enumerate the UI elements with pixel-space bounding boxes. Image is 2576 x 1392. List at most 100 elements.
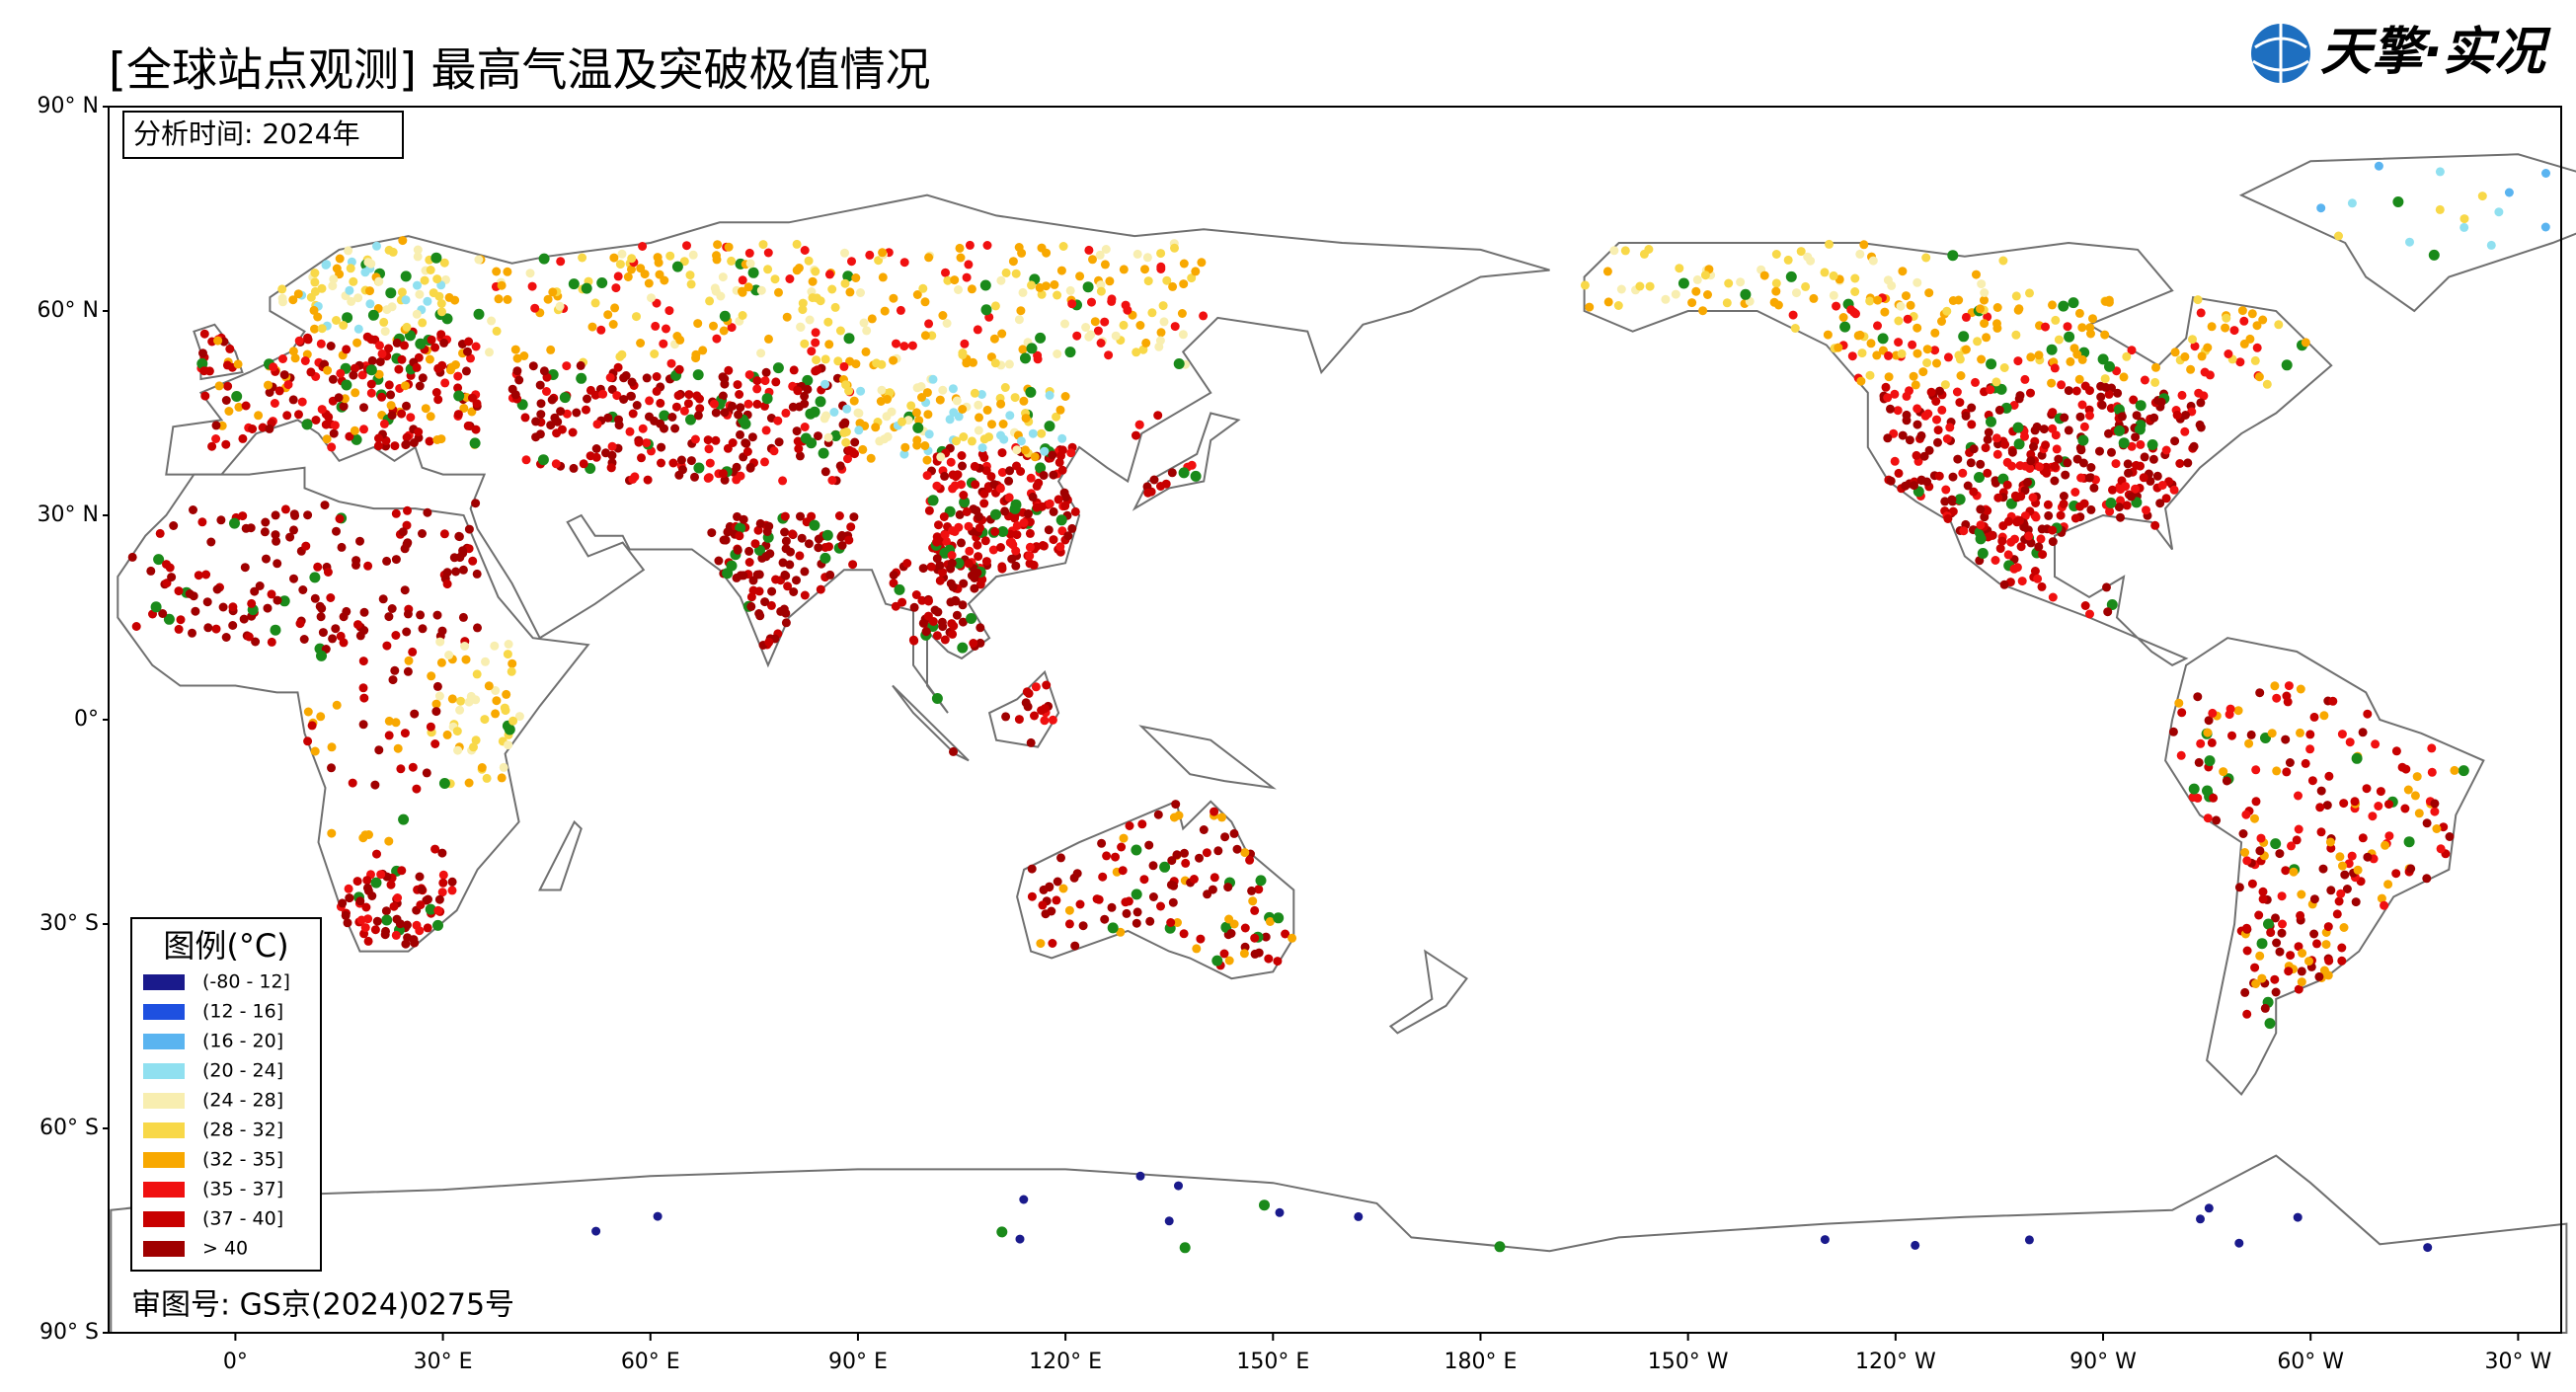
station-dot xyxy=(2405,237,2414,247)
station-dot xyxy=(1961,312,1971,322)
station-dot xyxy=(438,878,448,888)
station-dot xyxy=(2410,791,2420,801)
station-dot xyxy=(403,666,413,676)
station-dot xyxy=(418,373,428,383)
station-dot xyxy=(959,497,971,508)
station-dot xyxy=(2363,852,2373,862)
station-dot xyxy=(310,746,320,756)
station-dot xyxy=(666,358,676,368)
station-dot xyxy=(1000,383,1010,392)
station-dot xyxy=(2332,909,2342,919)
station-dot xyxy=(1906,300,1915,310)
station-dot xyxy=(2541,169,2550,178)
station-dot xyxy=(814,543,823,553)
station-dot xyxy=(2297,977,2306,987)
station-dot xyxy=(321,260,331,270)
legend-label: (28 - 32] xyxy=(202,1120,283,1141)
station-dot xyxy=(238,433,248,443)
station-dot xyxy=(959,491,969,500)
station-dot xyxy=(309,572,321,583)
station-dot xyxy=(1132,907,1142,917)
station-dot xyxy=(264,380,273,390)
station-dot xyxy=(380,327,390,337)
station-dot xyxy=(1918,367,1928,377)
station-dot xyxy=(756,285,766,295)
station-dot xyxy=(738,286,746,296)
station-dot xyxy=(2136,439,2146,449)
station-dot xyxy=(644,278,654,288)
station-dot xyxy=(732,475,742,485)
station-dot xyxy=(1039,471,1049,480)
station-dot xyxy=(2152,471,2162,481)
station-dot xyxy=(436,299,446,308)
station-dot xyxy=(1021,698,1031,708)
station-dot xyxy=(603,310,613,320)
station-dot xyxy=(1912,277,1922,287)
station-dot xyxy=(231,391,243,402)
station-dot xyxy=(1580,280,1590,290)
station-dot xyxy=(1138,345,1148,354)
station-dot xyxy=(2358,728,2368,737)
station-dot xyxy=(1168,281,1178,291)
station-dot xyxy=(615,260,625,270)
station-dot xyxy=(1191,267,1201,276)
station-dot xyxy=(339,321,349,330)
station-dot xyxy=(460,642,470,651)
station-dot xyxy=(610,303,620,313)
station-dot xyxy=(1050,279,1059,289)
station-dot xyxy=(2131,484,2140,494)
station-dot xyxy=(2100,374,2110,384)
station-dot xyxy=(2281,735,2291,744)
station-dot xyxy=(568,427,578,437)
station-dot xyxy=(856,386,866,396)
station-dot xyxy=(2337,956,2347,966)
logo: 天擎·实况 xyxy=(2251,23,2551,83)
station-dot xyxy=(2156,397,2166,407)
station-dot xyxy=(578,253,587,263)
station-dot xyxy=(926,562,936,572)
station-dot xyxy=(581,282,592,294)
station-dot xyxy=(613,271,623,281)
station-dot xyxy=(733,380,742,390)
station-dot xyxy=(2059,492,2069,501)
legend-label: (20 - 24] xyxy=(202,1060,283,1082)
station-dot xyxy=(507,658,517,668)
station-dot xyxy=(1131,844,1142,856)
station-dot xyxy=(1620,246,1630,256)
station-dot xyxy=(216,515,226,525)
station-dot xyxy=(384,716,394,726)
station-dot xyxy=(1838,313,1848,322)
station-dot xyxy=(867,314,877,324)
station-dot xyxy=(2054,454,2064,464)
station-dot xyxy=(412,362,422,372)
station-dot xyxy=(468,393,477,403)
station-dot xyxy=(2244,738,2254,748)
station-dot xyxy=(1868,256,1878,266)
station-dot xyxy=(359,693,369,703)
station-dot xyxy=(1975,533,1987,545)
station-dot xyxy=(1919,451,1929,461)
station-dot xyxy=(512,366,522,376)
station-dot xyxy=(1090,317,1100,327)
station-dot xyxy=(326,342,336,350)
station-dot xyxy=(1086,330,1096,340)
station-dot xyxy=(2126,492,2136,502)
station-dot xyxy=(316,339,326,348)
station-dot xyxy=(1095,250,1105,260)
station-dot xyxy=(1119,265,1129,274)
station-dot xyxy=(980,536,990,546)
station-dot xyxy=(2309,929,2319,939)
station-dot xyxy=(941,268,950,277)
legend-swatch xyxy=(143,1004,185,1020)
station-dot xyxy=(2247,309,2257,319)
station-dot xyxy=(2028,493,2038,503)
station-dot xyxy=(341,910,351,920)
station-dot xyxy=(849,396,859,406)
station-dot xyxy=(351,363,359,373)
station-dot xyxy=(957,538,966,548)
station-dot xyxy=(2048,592,2058,602)
station-dot xyxy=(962,507,972,516)
station-dot xyxy=(343,918,352,928)
station-dot xyxy=(377,348,387,358)
station-dot xyxy=(1265,917,1275,926)
